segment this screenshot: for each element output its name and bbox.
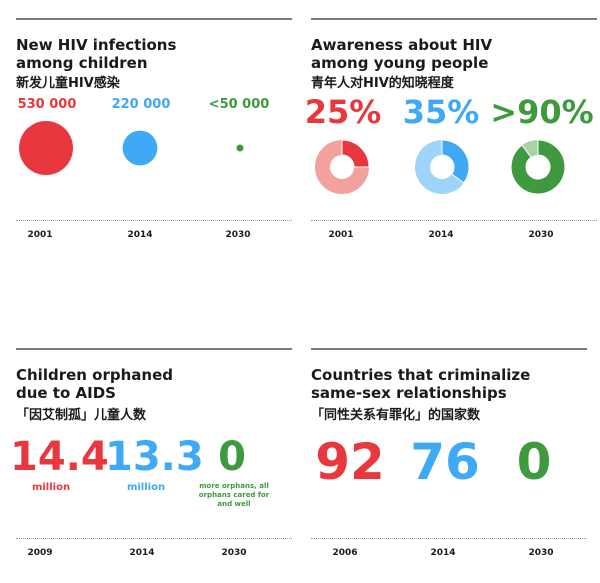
donut-segment-2030 [510,139,566,195]
unit-label-2009: million [31,482,71,493]
panel-criminalize: Countries that criminalize same-sex rela… [311,348,587,578]
year-2001: 2001 [328,230,354,240]
year-2001: 2001 [27,230,53,240]
bubble-chart [19,121,244,175]
panel-title-line-2: among children [16,54,148,72]
panel-title-line-2: same-sex relationships [311,384,507,402]
panel-title-chinese: 「因艾制孤」儿童人数 [16,408,147,423]
donut-segment-2001 [341,139,370,168]
value-label-2014: 220 000 [111,97,171,112]
value-label-2001: 25% [304,93,382,131]
panel-top-rule [16,18,292,20]
value-label-2009: 14.4 [10,434,109,480]
year-2014: 2014 [428,230,454,240]
value-label-2014: 76 [410,433,480,491]
year-2014: 2014 [129,548,155,558]
unit-label-2014: million [126,482,166,493]
year-2009: 2009 [27,548,53,558]
donut-segment-2014 [441,139,470,184]
year-2030: 2030 [528,548,554,558]
note-2030: more orphans, all orphans cared for and … [198,482,270,508]
donut-chart [315,139,566,195]
panel-orphans: Children orphaned due to AIDS 「因艾制孤」儿童人数… [10,348,292,578]
bubble-2030 [236,144,244,152]
bubble-2001 [19,121,73,175]
panel-new-infections: New HIV infections among children 新发儿童HI… [16,18,292,248]
panel-title-line-1: Awareness about HIV [311,36,493,54]
panel-title-line-1: Countries that criminalize [311,366,531,384]
panel-top-rule [16,348,292,350]
baseline [16,220,292,221]
value-label-2014: 13.3 [105,434,204,480]
year-2006: 2006 [332,548,358,558]
value-label-2001: 530 000 [17,97,77,112]
value-label-2030: >90% [490,93,594,131]
year-2014: 2014 [430,548,456,558]
panel-title-chinese: 青年人对HIV的知晓程度 [311,76,454,91]
panel-top-rule [311,348,587,350]
value-label-2014: 35% [402,93,480,131]
year-2030: 2030 [528,230,554,240]
value-label-2030: <50 000 [208,97,270,112]
baseline [311,538,587,539]
value-label-2006: 92 [315,433,385,491]
panel-title-chinese: 新发儿童HIV感染 [16,76,120,91]
panel-title-line-2: among young people [311,54,489,72]
bubble-2014 [122,130,158,166]
panel-title-chinese: 「同性关系有罪化」的国家数 [311,408,481,423]
value-label-2030: 0 [218,434,246,480]
panel-title-line-1: New HIV infections [16,36,177,54]
panel-top-rule [311,18,597,20]
baseline [311,220,597,221]
baseline [16,538,292,539]
year-2030: 2030 [225,230,251,240]
donut-remainder-2030 [522,140,538,158]
panel-title-line-1: Children orphaned [16,366,174,384]
donut-remainder-2001 [315,140,369,194]
panel-awareness: Awareness about HIV among young people 青… [305,18,597,248]
value-label-2030: 0 [516,433,552,491]
year-2014: 2014 [127,230,153,240]
year-2030: 2030 [221,548,247,558]
donut-remainder-2014 [415,140,464,194]
panel-title-line-2: due to AIDS [16,384,116,402]
